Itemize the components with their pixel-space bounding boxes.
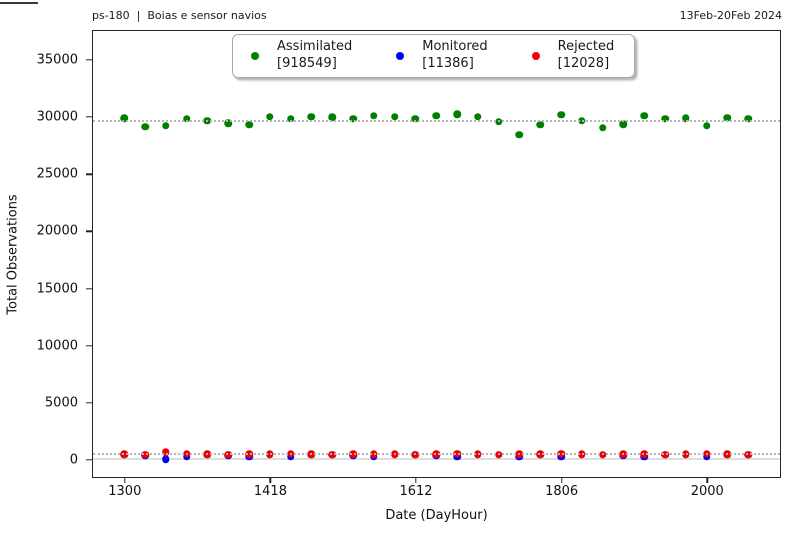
data-point-assimilated: [328, 113, 336, 121]
plot-header-daterange: 13Feb-20Feb 2024: [679, 9, 782, 22]
x-tick-mark: [269, 478, 272, 483]
data-point-rejected: [162, 448, 170, 457]
x-tick-mark: [124, 478, 126, 483]
x-axis-label: Date (DayHour): [385, 508, 488, 523]
y-tick-label: 0: [69, 452, 78, 468]
legend: Assimilated [918549] Monitored [11386] Rejec…: [232, 34, 636, 78]
data-point-assimilated: [557, 111, 565, 119]
mean-line-rejected-mean: [93, 452, 780, 455]
legend-marker-rejected-icon: [531, 51, 540, 60]
legend-label-monitored: Monitored [11386]: [422, 39, 488, 71]
data-point-assimilated: [598, 123, 607, 132]
data-point-assimilated: [536, 121, 544, 129]
legend-marker-monitored-icon: [396, 51, 405, 60]
data-point-assimilated: [702, 121, 711, 130]
plot-area: Assimilated [918549] Monitored [11386] Rejec…: [92, 30, 781, 478]
data-point-assimilated: [286, 115, 295, 123]
window-edge-artifact: [0, 2, 38, 4]
x-tick-label: 1300: [108, 484, 142, 499]
data-point-assimilated: [682, 114, 690, 122]
legend-marker-assimilated-icon: [251, 51, 259, 60]
data-point-assimilated: [619, 120, 628, 128]
data-point-assimilated: [120, 114, 128, 122]
x-tick-label: 1612: [399, 484, 433, 499]
data-point-assimilated: [640, 111, 649, 120]
data-point-assimilated: [370, 111, 378, 120]
x-tick-mark: [415, 478, 417, 483]
mean-line-assimilated-mean: [93, 119, 780, 122]
data-point-assimilated: [307, 113, 316, 121]
y-tick-label: 35000: [36, 52, 78, 68]
x-tick-label: 2000: [690, 484, 724, 499]
legend-item-monitored: Monitored [11386]: [396, 39, 488, 73]
zero-line: [93, 458, 780, 461]
data-point-assimilated: [432, 111, 440, 120]
data-point-assimilated: [723, 113, 732, 122]
data-point-assimilated: [453, 110, 461, 118]
data-point-assimilated: [744, 115, 753, 123]
x-tick-mark: [706, 478, 708, 483]
data-point-assimilated: [182, 115, 191, 123]
y-axis-label: Total Observations: [5, 194, 21, 315]
data-point-assimilated: [390, 112, 399, 121]
x-tick-label: 1418: [253, 484, 287, 499]
legend-label-assimilated: Assimilated [918549]: [277, 39, 353, 71]
x-tick-mark: [560, 478, 563, 483]
x-tick-label: 1806: [545, 484, 579, 499]
y-tick-label: 5000: [44, 395, 78, 411]
data-point-assimilated: [411, 115, 420, 123]
data-point-assimilated: [141, 122, 149, 131]
data-point-assimilated: [349, 115, 357, 123]
legend-label-rejected: Rejected [12028]: [557, 39, 615, 71]
plot-header-source: ps-180 | Boias e sensor navios: [92, 9, 267, 22]
data-point-assimilated: [474, 112, 482, 121]
y-tick-label: 30000: [36, 109, 78, 125]
data-point-monitored: [162, 455, 170, 464]
data-point-assimilated: [224, 119, 232, 127]
data-point-assimilated: [515, 131, 524, 139]
legend-item-assimilated: Assimilated [918549]: [251, 39, 352, 73]
data-point-assimilated: [245, 121, 253, 129]
legend-item-rejected: Rejected [12028]: [531, 39, 615, 73]
data-point-assimilated: [162, 122, 170, 130]
data-point-assimilated: [661, 115, 669, 123]
data-point-assimilated: [266, 112, 274, 121]
